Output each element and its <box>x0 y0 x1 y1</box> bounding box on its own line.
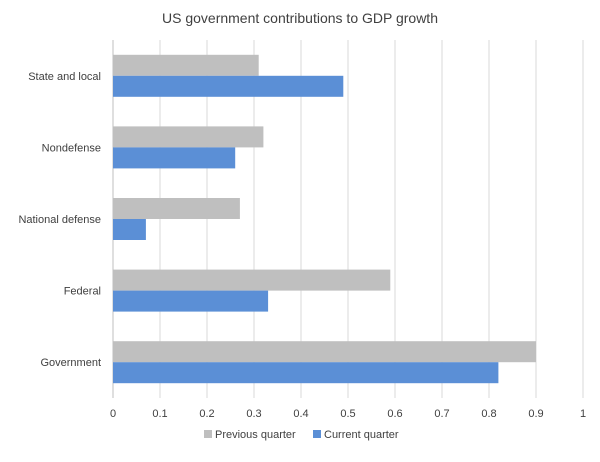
chart-title: US government contributions to GDP growt… <box>162 10 438 26</box>
x-tick-label: 0.8 <box>481 408 496 420</box>
legend-label: Previous quarter <box>215 429 296 441</box>
bar-previous-national-defense <box>113 198 240 219</box>
category-label: State and local <box>28 71 101 83</box>
bar-current-government <box>113 362 499 384</box>
bar-current-national-defense <box>113 219 146 240</box>
bar-current-nondefense <box>113 147 236 169</box>
legend-swatch <box>204 430 212 438</box>
bar-previous-state-and-local <box>113 54 259 76</box>
x-tick-label: 0.1 <box>152 408 167 420</box>
gridlines <box>112 40 584 398</box>
bar-current-state-and-local <box>113 75 344 97</box>
bar-previous-government <box>113 341 536 363</box>
x-tick-label: 0.5 <box>340 408 355 420</box>
x-tick-label: 0.7 <box>434 408 449 420</box>
bar-current-federal <box>113 290 269 312</box>
bars <box>113 54 536 384</box>
bar-previous-nondefense <box>113 126 264 148</box>
category-label: Nondefense <box>42 142 101 154</box>
x-tick-label: 0.4 <box>293 408 308 420</box>
category-label: Federal <box>64 286 101 298</box>
x-tick-label: 0.6 <box>387 408 402 420</box>
x-tick-label: 0.9 <box>528 408 543 420</box>
legend-swatch <box>313 430 321 438</box>
category-label: National defense <box>18 214 101 226</box>
legend-label: Current quarter <box>324 429 399 441</box>
y-axis-categories: State and local Nondefense National defens… <box>18 71 101 369</box>
category-label: Government <box>40 357 101 369</box>
x-tick-label: 0.2 <box>199 408 214 420</box>
x-axis-ticks: 0 0.1 0.2 0.3 0.4 0.5 0.6 0.7 0.8 0.9 1 <box>110 408 586 420</box>
x-tick-label: 0.3 <box>246 408 261 420</box>
bar-previous-federal <box>113 269 391 291</box>
legend: Previous quarter Current quarter <box>204 429 399 441</box>
x-tick-label: 1 <box>580 408 586 420</box>
x-tick-label: 0 <box>110 408 116 420</box>
